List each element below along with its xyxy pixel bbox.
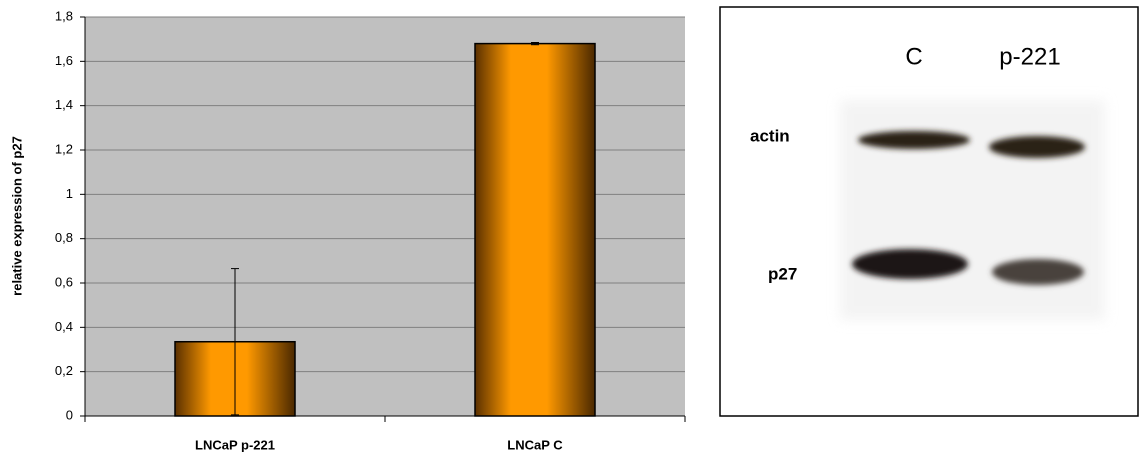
x-tick-label: LNCaP C xyxy=(507,437,563,452)
y-tick-label: 1,2 xyxy=(55,141,73,156)
y-tick-label: 0,4 xyxy=(55,319,73,334)
y-tick-label: 0 xyxy=(66,407,73,422)
bar xyxy=(475,44,595,416)
lane-label: C xyxy=(905,43,922,70)
band xyxy=(989,136,1085,158)
band xyxy=(992,259,1084,285)
y-tick-label: 1 xyxy=(66,186,73,201)
y-tick-label: 1,6 xyxy=(55,53,73,68)
band xyxy=(858,131,970,149)
band xyxy=(852,249,968,279)
row-label: actin xyxy=(750,126,790,145)
y-tick-label: 0,6 xyxy=(55,274,73,289)
x-tick-label: LNCaP p-221 xyxy=(195,437,275,452)
y-axis-label: relative expression of p27 xyxy=(9,136,24,296)
y-tick-label: 1,8 xyxy=(55,8,73,23)
chart: relative expression of p27 C p-221 actin… xyxy=(0,0,1145,463)
y-tick-label: 1,4 xyxy=(55,97,73,112)
y-tick-label: 0,8 xyxy=(55,230,73,245)
y-tick-label: 0,2 xyxy=(55,363,73,378)
lane-label: p-221 xyxy=(999,43,1060,70)
row-label: p27 xyxy=(768,264,797,283)
